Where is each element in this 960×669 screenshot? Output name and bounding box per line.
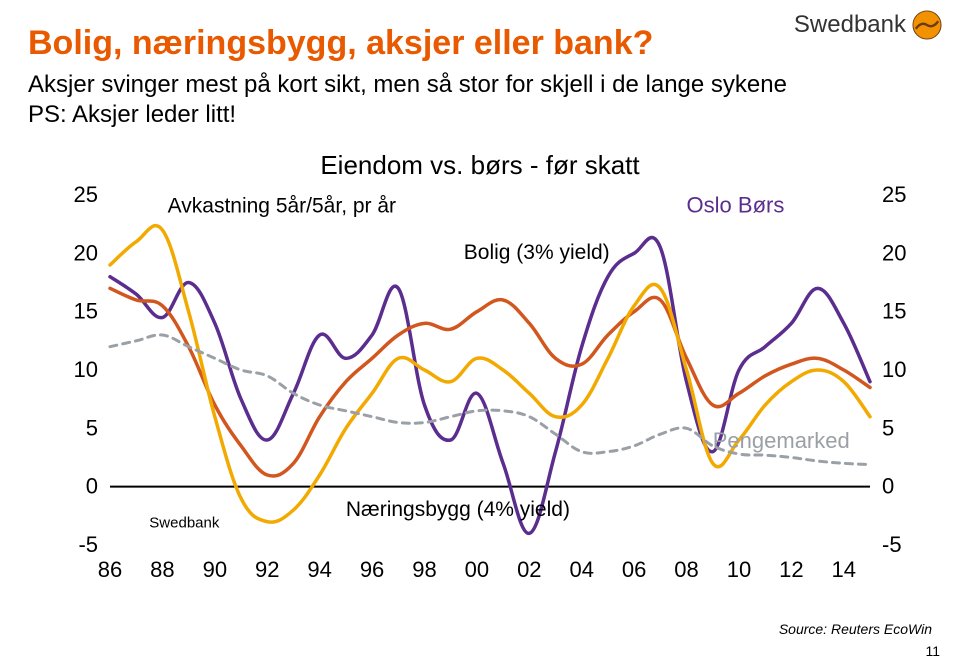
page-subtitle: Aksjer svinger mest på kort sikt, men så…	[28, 70, 787, 130]
page-number: 11	[925, 643, 940, 659]
svg-text:5: 5	[882, 415, 894, 440]
svg-text:Bolig (3% yield): Bolig (3% yield)	[464, 241, 610, 264]
svg-text:5: 5	[86, 415, 98, 440]
svg-text:10: 10	[882, 357, 906, 382]
svg-text:94: 94	[307, 557, 331, 582]
svg-text:12: 12	[779, 557, 803, 582]
chart-svg: -5 0 5 10 15 20 25 -5 0 5 10 15 20 25 86 88 90 92 94 96 98 00…	[60, 185, 920, 585]
svg-text:15: 15	[74, 299, 98, 324]
svg-text:06: 06	[622, 557, 646, 582]
svg-text:10: 10	[727, 557, 751, 582]
series-n-ringsbygg-4-yield-	[110, 226, 870, 523]
svg-text:0: 0	[86, 474, 98, 499]
source-text: Source: Reuters EcoWin	[779, 621, 932, 637]
page-title: Bolig, næringsbygg, aksjer eller bank?	[28, 24, 653, 63]
svg-text:00: 00	[465, 557, 489, 582]
subtitle-line1: Aksjer svinger mest på kort sikt, men så…	[28, 71, 787, 98]
svg-text:10: 10	[74, 357, 98, 382]
svg-text:20: 20	[882, 240, 906, 265]
brand-logo: Swedbank	[794, 10, 942, 40]
svg-text:25: 25	[882, 185, 906, 207]
svg-text:0: 0	[882, 474, 894, 499]
svg-text:92: 92	[255, 557, 279, 582]
svg-text:02: 02	[517, 557, 541, 582]
svg-text:Avkastning 5år/5år, pr år: Avkastning 5år/5år, pr år	[168, 195, 396, 218]
svg-text:86: 86	[98, 557, 122, 582]
svg-text:98: 98	[412, 557, 436, 582]
svg-text:-5: -5	[882, 532, 902, 557]
svg-text:Pengemarked: Pengemarked	[713, 428, 850, 453]
svg-text:90: 90	[203, 557, 227, 582]
svg-text:-5: -5	[78, 532, 98, 557]
svg-text:25: 25	[74, 185, 98, 207]
brand-name: Swedbank	[794, 11, 906, 39]
svg-text:Næringsbygg (4% yield): Næringsbygg (4% yield)	[346, 498, 570, 521]
svg-text:15: 15	[882, 299, 906, 324]
svg-text:04: 04	[569, 557, 593, 582]
svg-text:20: 20	[74, 240, 98, 265]
chart: -5 0 5 10 15 20 25 -5 0 5 10 15 20 25 86 88 90 92 94 96 98 00…	[60, 185, 920, 585]
svg-text:Oslo Børs: Oslo Børs	[687, 193, 785, 218]
svg-text:88: 88	[150, 557, 174, 582]
subtitle-line2: PS: Aksjer leder litt!	[28, 101, 236, 128]
svg-text:Swedbank: Swedbank	[149, 515, 220, 532]
svg-text:96: 96	[360, 557, 384, 582]
series-oslo-b-rs	[110, 238, 870, 534]
chart-title: Eiendom vs. børs - før skatt	[0, 150, 960, 181]
svg-text:08: 08	[674, 557, 698, 582]
svg-text:14: 14	[832, 557, 856, 582]
swedbank-icon	[912, 10, 942, 40]
